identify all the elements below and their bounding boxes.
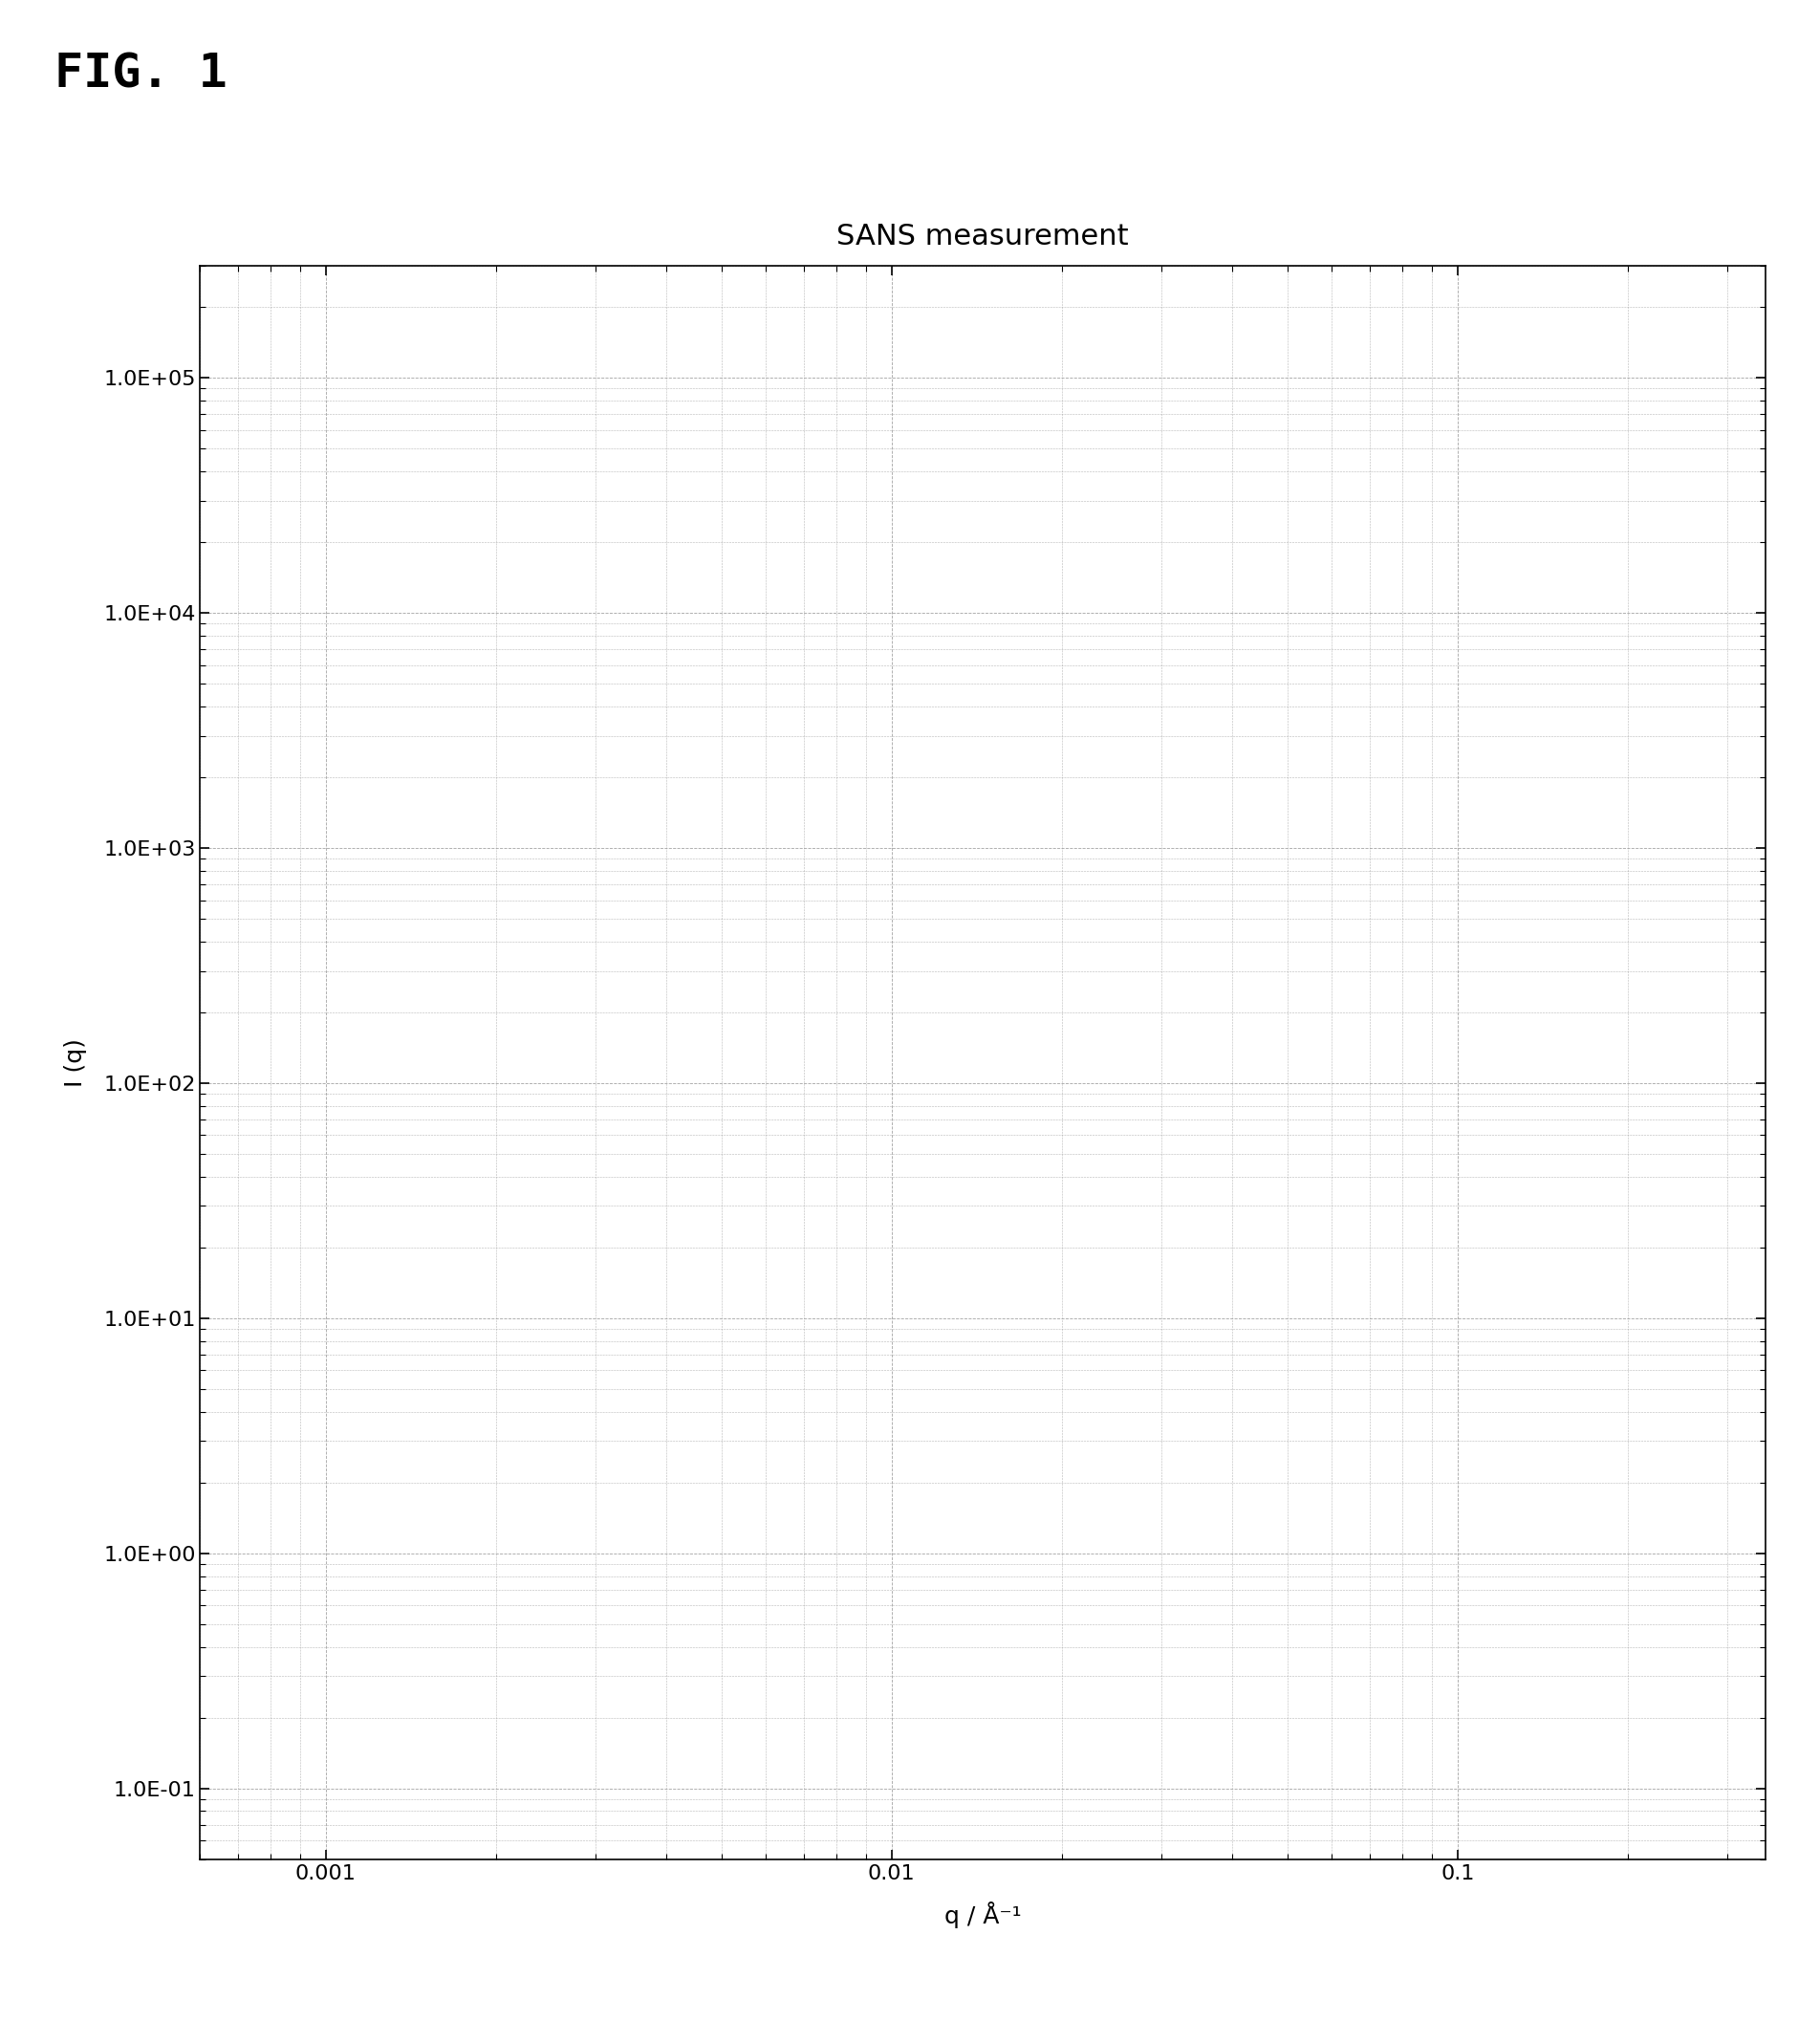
X-axis label: q / Å⁻¹: q / Å⁻¹ bbox=[945, 1902, 1021, 1929]
Text: FIG. 1: FIG. 1 bbox=[55, 51, 228, 96]
Y-axis label: I (q): I (q) bbox=[64, 1038, 87, 1087]
Title: SANS measurement: SANS measurement bbox=[837, 223, 1128, 249]
